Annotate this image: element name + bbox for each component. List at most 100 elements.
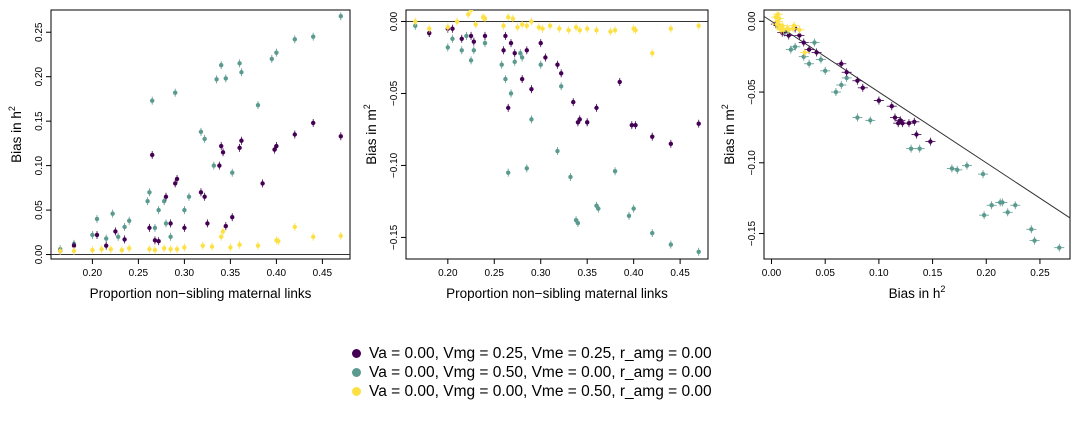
data-point	[538, 62, 543, 67]
data-point	[776, 16, 782, 21]
data-point	[1032, 238, 1037, 243]
legend-item-3: Va = 0.00, Vmg = 0.00, Vme = 0.50, r_amg…	[352, 382, 712, 401]
data-point	[801, 40, 806, 45]
data-point	[113, 229, 118, 234]
y-tick-label: −0.05	[389, 80, 400, 106]
data-point	[200, 243, 205, 248]
data-point	[806, 61, 812, 66]
y-axis-label: Bias in h2	[7, 106, 24, 163]
data-point	[558, 71, 564, 76]
data-point	[538, 40, 543, 46]
data-point	[450, 36, 455, 41]
data-point	[168, 247, 173, 252]
y-tick-label: 0.00	[389, 11, 400, 31]
legend: Va = 0.00, Vmg = 0.25, Vme = 0.25, r_amg…	[352, 344, 712, 401]
data-point	[464, 33, 469, 39]
data-point	[99, 247, 104, 252]
data-point	[161, 198, 167, 204]
y-tick-label: −0.15	[389, 224, 400, 250]
data-point	[173, 181, 178, 186]
data-point	[108, 247, 114, 252]
x-tick-label: 0.40	[624, 268, 644, 279]
data-point	[575, 220, 581, 226]
data-point	[269, 56, 274, 62]
y-tick-label: 0.00	[34, 244, 45, 264]
data-point	[1005, 210, 1010, 215]
y-tick-label: −0.15	[747, 220, 758, 246]
data-point	[228, 245, 233, 250]
data-point	[612, 169, 618, 174]
data-point	[536, 25, 542, 30]
data-point	[506, 105, 511, 111]
data-point	[797, 33, 802, 38]
data-point	[230, 170, 235, 175]
reference-line	[763, 15, 1071, 219]
data-point	[1029, 227, 1034, 232]
legend-marker-3	[352, 387, 361, 396]
y-tick-label: 0.15	[34, 111, 45, 131]
data-point	[147, 190, 152, 195]
data-point	[223, 76, 228, 81]
data-point	[90, 232, 95, 238]
data-point	[631, 206, 636, 211]
plot-frame	[50, 9, 351, 260]
x-axis-label: Bias in h2	[889, 284, 946, 301]
data-point	[501, 23, 506, 29]
data-point	[198, 129, 204, 135]
data-point	[311, 120, 316, 126]
x-tick-label: 0.25	[1030, 268, 1050, 279]
data-point	[519, 55, 525, 60]
data-point	[524, 48, 529, 53]
data-point	[338, 14, 343, 19]
points-layer	[770, 10, 1065, 252]
data-point	[668, 141, 674, 147]
y-axis-label: Bias in m2	[362, 104, 379, 165]
data-point	[122, 224, 127, 230]
data-point	[211, 163, 217, 168]
data-point	[482, 33, 488, 39]
x-tick-label: 0.20	[977, 268, 997, 279]
data-point	[792, 44, 798, 49]
data-point	[529, 117, 534, 122]
data-point	[220, 150, 226, 155]
x-axis-label-superscript: 2	[940, 284, 945, 294]
data-point	[202, 194, 207, 199]
data-point	[482, 40, 488, 46]
data-point	[876, 98, 882, 103]
data-point	[557, 26, 562, 31]
data-point	[260, 181, 265, 186]
data-point	[596, 206, 601, 211]
y-tick-label: 0.25	[34, 22, 45, 42]
data-point	[1057, 245, 1062, 250]
x-tick-label: 0.10	[869, 268, 889, 279]
y-tick-label: −0.05	[747, 79, 758, 105]
data-point	[58, 248, 63, 254]
data-point	[219, 62, 224, 68]
data-point	[540, 26, 545, 31]
y-axis-label-superscript: 2	[7, 106, 17, 111]
data-point	[1000, 200, 1005, 205]
data-point	[239, 138, 244, 143]
data-point	[427, 30, 432, 36]
data-point	[855, 115, 860, 120]
data-point	[156, 207, 161, 213]
data-point	[515, 25, 520, 30]
data-point	[510, 16, 516, 21]
data-point	[168, 221, 173, 226]
data-point	[900, 120, 905, 126]
data-point	[981, 212, 987, 218]
data-point	[889, 104, 894, 109]
data-point	[71, 243, 77, 248]
x-tick-label: 0.30	[531, 268, 551, 279]
legend-label-3: Va = 0.00, Vmg = 0.00, Vme = 0.50, r_amg…	[369, 383, 712, 400]
plot-frame	[405, 9, 709, 260]
y-tick-label: 0.10	[34, 155, 45, 175]
data-point	[501, 48, 506, 53]
x-tick-label: 0.35	[577, 268, 597, 279]
data-point	[806, 47, 812, 52]
x-tick-label: 0.25	[485, 268, 505, 279]
y-tick-label: 0.00	[747, 11, 758, 31]
data-point	[585, 120, 590, 125]
data-point	[152, 238, 158, 243]
